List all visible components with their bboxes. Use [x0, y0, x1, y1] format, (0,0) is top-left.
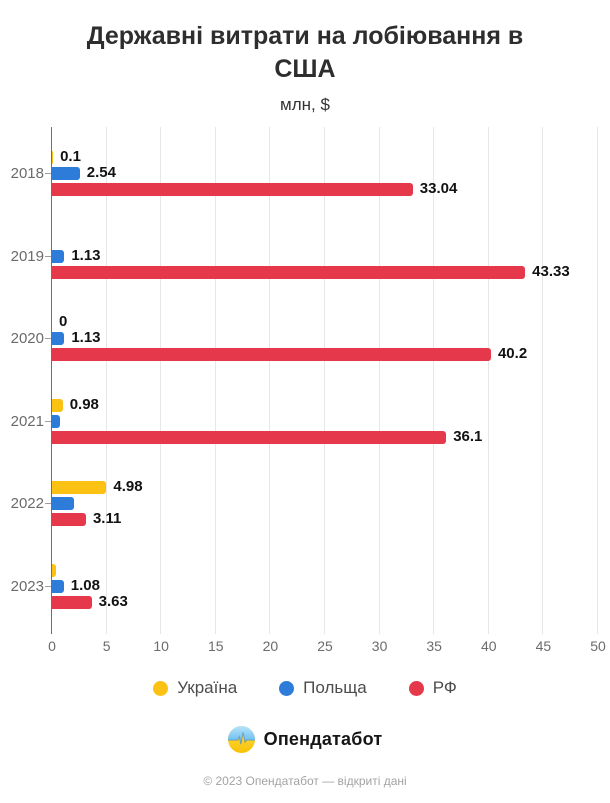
chart-subtitle: млн, $ [280, 95, 330, 114]
brand-name: Опендатабот [263, 729, 383, 749]
legend-swatch-russia-icon [408, 680, 424, 696]
bar-russia-2018[interactable] [52, 183, 413, 196]
x-tick-label: 45 [535, 638, 552, 654]
legend-label-ukraine: Україна [177, 678, 238, 697]
gridline [105, 127, 107, 634]
bar-poland-2021[interactable] [52, 414, 61, 428]
year-label: 2023 [10, 577, 44, 595]
bar-value-label-russia-2018: 33.04 [419, 180, 458, 197]
opendatabot-brand[interactable]: Опендатабот [0, 726, 610, 753]
year-label: 2019 [10, 247, 44, 265]
bar-poland-2018[interactable] [52, 167, 80, 180]
bar-poland-2022[interactable] [52, 497, 74, 510]
gridline [378, 127, 380, 634]
bar-russia-2022[interactable] [52, 513, 86, 526]
bar-value-label-poland-2019: 1.13 [71, 246, 101, 264]
legend-item-poland[interactable]: Польща [279, 678, 367, 698]
year-label: 2020 [10, 330, 44, 347]
bar-poland-2023[interactable] [52, 579, 64, 593]
bar-value-label-poland-2023: 1.08 [70, 576, 100, 594]
bar-value-label-russia-2020: 40.2 [497, 345, 528, 362]
gridline [597, 127, 598, 634]
legend-label-russia: РФ [432, 678, 457, 697]
bar-ukraine-2022[interactable] [52, 481, 107, 494]
x-tick-label: 50 [590, 638, 606, 654]
year-label: 2022 [10, 495, 44, 512]
bar-value-label-russia-2022: 3.11 [92, 510, 122, 527]
year-tick [45, 338, 51, 339]
x-tick-label: 15 [208, 638, 224, 654]
bar-ukraine-2023[interactable] [52, 563, 57, 577]
gridline [269, 127, 271, 634]
bar-value-label-poland-2020: 1.13 [71, 329, 101, 346]
bar-value-label-ukraine-2018: 0.1 [60, 148, 81, 165]
year-label: 2021 [10, 412, 44, 430]
page-title: Державні витрати на лобіювання в США [86, 22, 524, 83]
gridline [433, 127, 435, 634]
x-tick-label: 30 [371, 638, 388, 654]
legend-swatch-poland-icon [279, 680, 295, 696]
legend-label-poland: Польща [303, 678, 367, 697]
x-tick-label: 10 [153, 638, 169, 654]
gridline [324, 127, 325, 634]
year-label: 2018 [10, 165, 44, 182]
bar-poland-2020[interactable] [52, 332, 65, 345]
bar-value-label-ukraine-2021: 0.98 [69, 395, 99, 413]
opendatabot-pulse-icon [227, 726, 255, 753]
bar-value-label-poland-2018: 2.54 [86, 164, 116, 181]
bar-russia-2020[interactable] [52, 348, 491, 361]
x-tick-label: 35 [426, 638, 442, 654]
x-tick-label: 0 [48, 638, 56, 654]
year-tick [45, 585, 51, 587]
chart-legend: Україна Польща РФ [0, 678, 610, 698]
year-tick [45, 173, 51, 174]
bar-chart-area: 0 5 10 15 20 25 30 35 40 45 50 2018 0.1 2.54 33.04 2019… [0, 122, 610, 659]
copyright-text: © 2023 Опендатабот — відкриті дані [203, 774, 407, 788]
x-tick-label: 40 [481, 638, 497, 654]
gridline [542, 127, 544, 634]
bar-ukraine-2021[interactable] [52, 398, 63, 412]
x-tick-label: 5 [102, 638, 111, 654]
x-tick-label: 25 [317, 638, 333, 654]
gridline [160, 127, 162, 634]
y-axis-line [51, 127, 52, 634]
bar-poland-2019[interactable] [52, 249, 65, 263]
gridline [214, 127, 216, 634]
year-tick [45, 255, 51, 257]
bar-value-label-russia-2023: 3.63 [98, 592, 128, 610]
bar-russia-2019[interactable] [52, 265, 526, 279]
year-tick [45, 503, 51, 504]
legend-item-ukraine[interactable]: Україна [153, 678, 237, 698]
legend-swatch-ukraine-icon [153, 680, 169, 696]
bar-russia-2021[interactable] [52, 430, 447, 444]
legend-item-russia[interactable]: РФ [408, 678, 457, 698]
gridline [487, 127, 489, 634]
bar-value-label-russia-2021: 36.1 [453, 427, 483, 445]
bar-value-label-ukraine-2020: 0 [59, 313, 68, 330]
bar-value-label-ukraine-2022: 4.98 [113, 478, 143, 495]
year-tick [45, 420, 51, 422]
bar-ukraine-2018[interactable] [52, 151, 54, 164]
bar-value-label-russia-2019: 43.33 [532, 262, 570, 280]
x-tick-label: 20 [262, 638, 279, 654]
bar-russia-2023[interactable] [52, 595, 92, 609]
